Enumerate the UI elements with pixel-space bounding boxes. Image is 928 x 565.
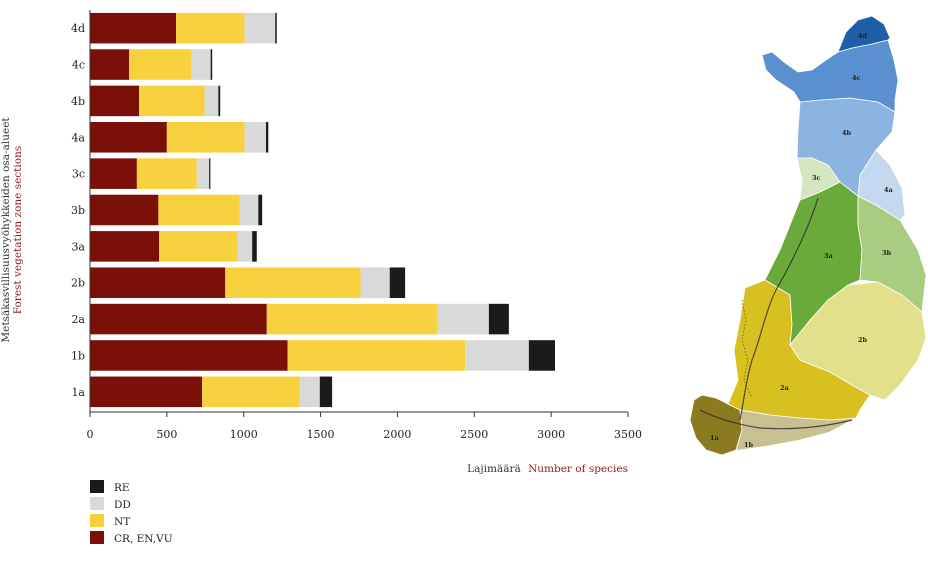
category-label: 2b xyxy=(71,277,85,290)
bar-3c-dd xyxy=(196,158,210,189)
bar-4a-dd xyxy=(244,122,267,153)
map-label-2b: 2b xyxy=(858,336,868,344)
bar-4d-cr-en-vu xyxy=(90,12,177,44)
bar-1b-re xyxy=(528,340,555,371)
map-label-1b: 1b xyxy=(744,441,754,449)
bar-3c-re xyxy=(209,158,211,189)
x-tick-label: 2000 xyxy=(383,428,411,441)
bar-1a-nt xyxy=(202,376,300,408)
bar-3b-nt xyxy=(158,194,240,226)
y-axis-title-en: Forest vegetation zone sections xyxy=(12,146,24,314)
bar-4d-re xyxy=(275,12,277,44)
x-tick-label: 500 xyxy=(156,428,177,441)
finland-zone-map: 4d 4c 4b 4a 3c 3a 3b 2b 2a 1a 1b xyxy=(689,15,927,456)
x-axis xyxy=(89,10,629,417)
bar-3c-nt xyxy=(136,158,197,189)
category-label: 1b xyxy=(71,349,85,362)
category-labels: 4d 4c 4b 4a 3c 3b 3a 2b 2a 1b 1a xyxy=(71,22,85,399)
legend: RE DD NT CR, EN,VU xyxy=(90,480,173,545)
legend-swatch-nt xyxy=(90,514,104,527)
bar-4b-nt xyxy=(139,85,205,117)
legend-label: DD xyxy=(114,499,131,511)
x-axis-title-fi: Lajimäärä xyxy=(467,463,521,475)
x-tick-label: 1000 xyxy=(230,428,258,441)
legend-label: RE xyxy=(114,482,130,494)
bar-1b-dd xyxy=(465,340,529,371)
bar-4c-cr-en-vu xyxy=(90,49,130,80)
x-tick-label: 3000 xyxy=(537,428,565,441)
bars-group xyxy=(90,12,555,408)
map-label-2a: 2a xyxy=(780,384,790,392)
map-region-4d xyxy=(837,15,891,53)
bar-3a-cr-en-vu xyxy=(90,231,160,262)
bar-1a-cr-en-vu xyxy=(90,376,203,408)
bar-4c-re xyxy=(210,49,213,80)
bar-3b-dd xyxy=(239,194,259,226)
bar-3b-re xyxy=(258,194,263,226)
category-label: 1a xyxy=(71,386,85,399)
category-label: 3a xyxy=(71,240,85,253)
map-label-3a: 3a xyxy=(824,252,834,260)
category-label: 4b xyxy=(71,95,85,108)
bar-4a-nt xyxy=(166,122,245,153)
bar-4b-cr-en-vu xyxy=(90,85,140,117)
bar-2b-dd xyxy=(360,267,390,298)
bar-1b-cr-en-vu xyxy=(90,340,288,371)
bar-4d-dd xyxy=(244,12,276,44)
bar-1a-re xyxy=(319,376,333,408)
legend-swatch-re xyxy=(90,480,104,493)
legend-label: NT xyxy=(114,516,130,528)
bar-3a-nt xyxy=(159,231,238,262)
category-label: 4d xyxy=(71,22,85,35)
map-label-4b: 4b xyxy=(842,129,852,137)
x-axis-title-en: Number of species xyxy=(528,463,628,475)
legend-swatch-dd xyxy=(90,497,104,510)
bar-4c-nt xyxy=(129,49,192,80)
bar-2b-re xyxy=(389,267,406,298)
bar-2a-nt xyxy=(266,303,438,335)
bar-2a-re xyxy=(488,303,509,335)
map-label-1a: 1a xyxy=(710,434,720,442)
bar-2b-cr-en-vu xyxy=(90,267,226,298)
legend-swatch-cr-en-vu xyxy=(90,531,104,544)
map-region-4c xyxy=(761,39,899,113)
x-tick-label: 0 xyxy=(87,428,94,441)
x-tick-label: 3500 xyxy=(614,428,642,441)
x-tick-labels: 0 500 1000 1500 2000 2500 3000 3500 xyxy=(87,428,643,441)
map-label-4c: 4c xyxy=(852,74,861,82)
category-label: 4a xyxy=(71,131,85,144)
bar-3b-cr-en-vu xyxy=(90,194,159,226)
map-label-3c: 3c xyxy=(812,174,821,182)
bar-3a-re xyxy=(252,231,257,262)
category-label: 3c xyxy=(72,168,85,181)
bar-1a-dd xyxy=(299,376,320,408)
x-axis-title: Lajimäärä Number of species xyxy=(467,463,628,475)
map-label-3b: 3b xyxy=(882,249,892,257)
x-tick-label: 2500 xyxy=(460,428,488,441)
category-label: 4c xyxy=(72,59,85,72)
bar-2a-dd xyxy=(437,303,489,335)
map-region-labels: 4d 4c 4b 4a 3c 3a 3b 2b 2a 1a 1b xyxy=(710,32,894,449)
category-label: 3b xyxy=(71,204,85,217)
bar-2a-cr-en-vu xyxy=(90,303,267,335)
bar-4b-dd xyxy=(204,85,219,117)
bar-4c-dd xyxy=(191,49,211,80)
map-label-4a: 4a xyxy=(884,186,894,194)
bar-3a-dd xyxy=(237,231,253,262)
bar-4a-cr-en-vu xyxy=(90,122,167,153)
bar-1b-nt xyxy=(287,340,466,371)
bar-4b-re xyxy=(218,85,221,117)
category-label: 2a xyxy=(71,313,85,326)
legend-label: CR, EN,VU xyxy=(114,533,173,545)
x-tick-label: 1500 xyxy=(307,428,335,441)
map-coast-dots xyxy=(741,299,753,399)
bar-2b-nt xyxy=(225,267,361,298)
bar-4a-re xyxy=(266,122,269,153)
y-axis-title-fi: Metsäkasvillisuusvyöhykkeiden osa-alueet xyxy=(0,117,12,343)
map-label-4d: 4d xyxy=(858,32,868,40)
bar-4d-nt xyxy=(176,12,245,44)
bar-3c-cr-en-vu xyxy=(90,158,137,189)
